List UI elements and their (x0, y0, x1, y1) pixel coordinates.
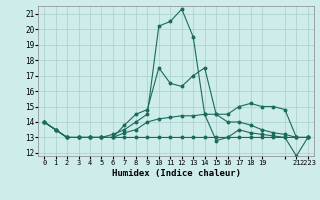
X-axis label: Humidex (Indice chaleur): Humidex (Indice chaleur) (111, 169, 241, 178)
